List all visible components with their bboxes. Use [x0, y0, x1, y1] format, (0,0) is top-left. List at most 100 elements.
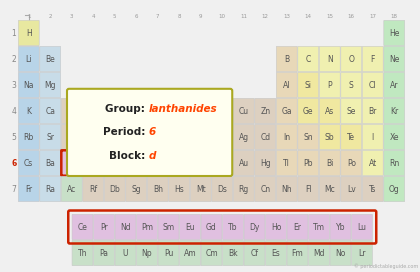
Text: Mt: Mt [196, 184, 206, 193]
FancyBboxPatch shape [276, 98, 297, 124]
FancyBboxPatch shape [40, 150, 61, 176]
Text: Si: Si [305, 81, 312, 89]
Text: F: F [370, 54, 375, 63]
Text: Co: Co [196, 107, 206, 116]
Text: Al: Al [283, 81, 291, 89]
Text: O: O [348, 54, 354, 63]
Text: Li: Li [26, 54, 32, 63]
Text: Db: Db [109, 184, 120, 193]
FancyBboxPatch shape [40, 72, 61, 98]
FancyBboxPatch shape [83, 124, 104, 150]
Text: Ge: Ge [303, 107, 313, 116]
Text: Hf: Hf [89, 159, 97, 168]
FancyBboxPatch shape [309, 214, 329, 240]
FancyBboxPatch shape [233, 98, 254, 124]
FancyBboxPatch shape [362, 176, 383, 202]
Text: Er: Er [294, 222, 302, 231]
Text: Tb: Tb [228, 222, 238, 231]
FancyBboxPatch shape [18, 124, 39, 150]
Text: Pr: Pr [100, 222, 108, 231]
Text: Pu: Pu [164, 249, 173, 258]
Text: Cf: Cf [250, 249, 258, 258]
FancyBboxPatch shape [180, 240, 200, 266]
FancyBboxPatch shape [341, 98, 362, 124]
Text: Sm: Sm [163, 222, 175, 231]
FancyBboxPatch shape [362, 98, 383, 124]
Text: Hs: Hs [174, 184, 184, 193]
FancyBboxPatch shape [298, 98, 319, 124]
FancyBboxPatch shape [276, 176, 297, 202]
Text: N: N [327, 54, 333, 63]
FancyBboxPatch shape [212, 176, 233, 202]
Text: 5: 5 [12, 132, 16, 141]
FancyBboxPatch shape [319, 124, 340, 150]
FancyBboxPatch shape [244, 214, 265, 240]
Text: Sr: Sr [46, 132, 54, 141]
Text: He: He [389, 29, 399, 38]
FancyBboxPatch shape [158, 214, 179, 240]
FancyBboxPatch shape [233, 176, 254, 202]
FancyBboxPatch shape [104, 150, 125, 176]
FancyBboxPatch shape [244, 240, 265, 266]
Text: Group:: Group: [105, 104, 149, 114]
FancyBboxPatch shape [115, 240, 136, 266]
FancyBboxPatch shape [201, 214, 222, 240]
FancyBboxPatch shape [352, 214, 373, 240]
FancyBboxPatch shape [180, 214, 200, 240]
FancyBboxPatch shape [169, 150, 190, 176]
Text: Mg: Mg [45, 81, 56, 89]
Text: Zn: Zn [260, 107, 270, 116]
FancyBboxPatch shape [126, 124, 147, 150]
Text: Ne: Ne [389, 54, 399, 63]
FancyBboxPatch shape [384, 150, 405, 176]
FancyBboxPatch shape [72, 240, 93, 266]
Text: Se: Se [346, 107, 356, 116]
FancyBboxPatch shape [255, 98, 276, 124]
Text: Zr: Zr [89, 132, 97, 141]
Text: C: C [306, 54, 311, 63]
FancyBboxPatch shape [104, 124, 125, 150]
Text: Pa: Pa [100, 249, 108, 258]
Text: 17: 17 [369, 14, 376, 18]
FancyBboxPatch shape [18, 46, 39, 72]
Text: Eu: Eu [185, 222, 195, 231]
Text: Mo: Mo [131, 132, 142, 141]
FancyBboxPatch shape [330, 240, 351, 266]
Text: W: W [132, 159, 140, 168]
FancyBboxPatch shape [384, 20, 405, 46]
FancyBboxPatch shape [104, 98, 125, 124]
FancyBboxPatch shape [115, 214, 136, 240]
FancyBboxPatch shape [126, 150, 147, 176]
Text: Xe: Xe [389, 132, 399, 141]
Text: Tc: Tc [154, 132, 162, 141]
FancyBboxPatch shape [255, 150, 276, 176]
Text: 12: 12 [262, 14, 269, 18]
Text: Te: Te [347, 132, 355, 141]
Text: Fe: Fe [175, 107, 184, 116]
FancyBboxPatch shape [319, 46, 340, 72]
Text: Na: Na [24, 81, 34, 89]
FancyBboxPatch shape [40, 176, 61, 202]
Text: U: U [123, 249, 128, 258]
FancyBboxPatch shape [233, 150, 254, 176]
Text: 6: 6 [149, 127, 156, 137]
Text: 2: 2 [12, 54, 16, 63]
FancyBboxPatch shape [18, 176, 39, 202]
Text: As: As [325, 107, 334, 116]
Text: Ta: Ta [111, 159, 119, 168]
FancyBboxPatch shape [61, 124, 82, 150]
FancyBboxPatch shape [319, 176, 340, 202]
Text: 18: 18 [391, 14, 398, 18]
FancyBboxPatch shape [276, 46, 297, 72]
Text: Br: Br [369, 107, 377, 116]
FancyBboxPatch shape [384, 72, 405, 98]
Text: Ti: Ti [90, 107, 97, 116]
Text: Lr: Lr [358, 249, 366, 258]
FancyBboxPatch shape [190, 124, 211, 150]
FancyBboxPatch shape [298, 46, 319, 72]
Text: Pb: Pb [304, 159, 313, 168]
FancyBboxPatch shape [18, 150, 39, 176]
FancyBboxPatch shape [40, 98, 61, 124]
Text: Cm: Cm [205, 249, 218, 258]
Text: Fl: Fl [305, 184, 312, 193]
